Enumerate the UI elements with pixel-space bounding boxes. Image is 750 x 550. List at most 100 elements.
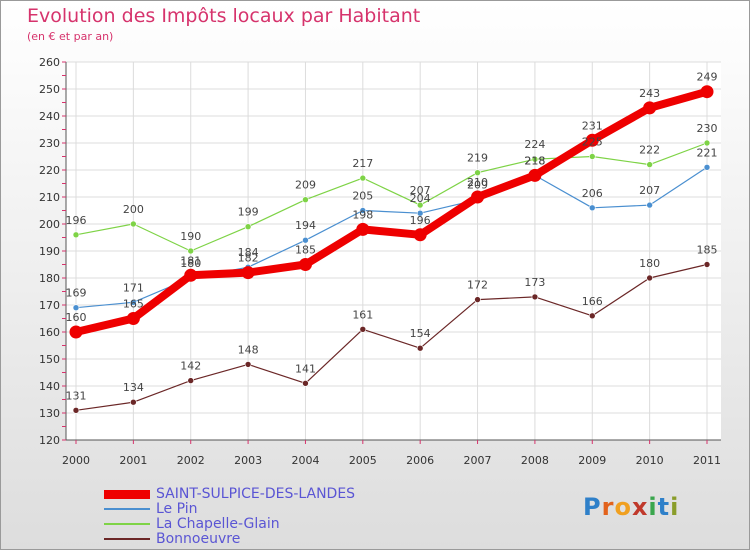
data-label: 142 — [180, 360, 201, 373]
data-point — [646, 201, 653, 209]
data-point — [130, 298, 137, 306]
data-point — [184, 268, 198, 282]
data-label: 180 — [639, 257, 660, 270]
x-tick-label: 2003 — [234, 454, 262, 467]
data-label: 207 — [410, 184, 431, 197]
data-label: 209 — [295, 179, 316, 192]
data-point — [703, 164, 711, 171]
data-point — [474, 296, 481, 303]
y-tick-label: 260 — [39, 56, 60, 69]
y-tick-label: 160 — [39, 326, 60, 339]
data-label: 194 — [295, 219, 316, 232]
logo-letter: i — [648, 493, 658, 521]
data-point — [126, 312, 140, 325]
legend-swatch — [104, 508, 150, 510]
data-point — [72, 231, 80, 239]
data-label: 185 — [697, 244, 718, 257]
data-label: 196 — [410, 214, 431, 227]
data-label: 219 — [467, 152, 488, 165]
data-label: 154 — [410, 327, 431, 340]
data-label: 171 — [123, 281, 144, 294]
data-label: 209 — [467, 179, 488, 192]
data-point — [130, 398, 137, 406]
data-point — [416, 201, 424, 209]
legend-item: SAINT-SULPICE-DES-LANDES — [104, 486, 404, 502]
legend-label: Bonnoeuvre — [156, 531, 241, 547]
x-tick-label: 2009 — [578, 454, 606, 467]
data-label: 222 — [639, 144, 660, 157]
data-label: 166 — [582, 295, 603, 308]
x-tick-label: 2004 — [291, 454, 319, 467]
data-point — [474, 169, 481, 176]
data-point — [643, 101, 657, 115]
data-label: 173 — [524, 276, 545, 289]
data-label: 204 — [410, 192, 431, 205]
y-tick-label: 220 — [39, 164, 60, 177]
data-point — [416, 344, 424, 352]
series-line-2 — [75, 142, 708, 252]
data-point — [244, 361, 252, 368]
data-label: 205 — [352, 190, 373, 203]
data-point — [130, 220, 137, 228]
data-point — [359, 174, 367, 182]
legend-item: Bonnoeuvre — [104, 531, 404, 547]
data-point — [72, 304, 80, 312]
data-point — [703, 139, 711, 147]
x-tick-label: 2010 — [636, 454, 664, 467]
data-label: 207 — [639, 184, 660, 197]
data-label: 165 — [123, 298, 144, 311]
y-tick-label: 130 — [39, 407, 60, 420]
legend-swatch — [104, 523, 150, 525]
legend-swatch — [104, 490, 150, 499]
data-point — [72, 406, 80, 414]
data-point — [187, 247, 195, 255]
logo-letter: o — [614, 493, 632, 521]
data-label: 224 — [524, 138, 545, 151]
data-label: 180 — [180, 257, 201, 270]
data-point — [413, 228, 427, 242]
data-point — [298, 258, 312, 271]
series-line-0 — [72, 87, 711, 336]
data-label: 172 — [467, 279, 488, 292]
y-tick-label: 140 — [39, 380, 60, 393]
x-tick-label: 2000 — [62, 454, 90, 467]
data-label: 185 — [295, 244, 316, 257]
logo-letter: i — [670, 493, 680, 521]
data-point — [359, 207, 367, 214]
data-label: 231 — [582, 119, 603, 132]
data-label: 182 — [238, 252, 259, 265]
y-tick-label: 250 — [39, 83, 60, 96]
data-label: 210 — [467, 176, 488, 189]
chart-subtitle: (en € et par an) — [27, 30, 114, 43]
proxiti-logo: Proxiti — [583, 493, 679, 521]
logo-letter: P — [583, 493, 602, 521]
legend-label: La Chapelle-Glain — [156, 516, 280, 532]
legend-label: Le Pin — [156, 501, 198, 517]
y-tick-label: 120 — [39, 434, 60, 447]
y-tick-label: 240 — [39, 110, 60, 123]
data-point — [356, 222, 370, 236]
data-label: 249 — [697, 71, 718, 84]
data-label: 134 — [123, 381, 144, 394]
data-point — [531, 293, 539, 301]
legend-item: Le Pin — [104, 501, 404, 517]
x-tick-label: 2006 — [406, 454, 434, 467]
data-point — [531, 155, 539, 163]
data-label: 206 — [582, 187, 603, 200]
data-label: 169 — [66, 287, 87, 300]
data-point — [302, 379, 309, 387]
data-point — [359, 325, 367, 333]
x-tick-label: 2011 — [693, 454, 721, 467]
data-label: 196 — [66, 214, 87, 227]
data-point — [302, 196, 309, 203]
y-tick-label: 200 — [39, 218, 60, 231]
data-point — [585, 133, 599, 147]
data-label: 184 — [238, 246, 259, 259]
series-line-3 — [75, 263, 708, 411]
data-point — [69, 325, 83, 339]
data-point — [241, 266, 255, 280]
data-point — [700, 85, 714, 99]
y-tick-label: 190 — [39, 245, 60, 258]
data-label: 190 — [180, 230, 201, 243]
